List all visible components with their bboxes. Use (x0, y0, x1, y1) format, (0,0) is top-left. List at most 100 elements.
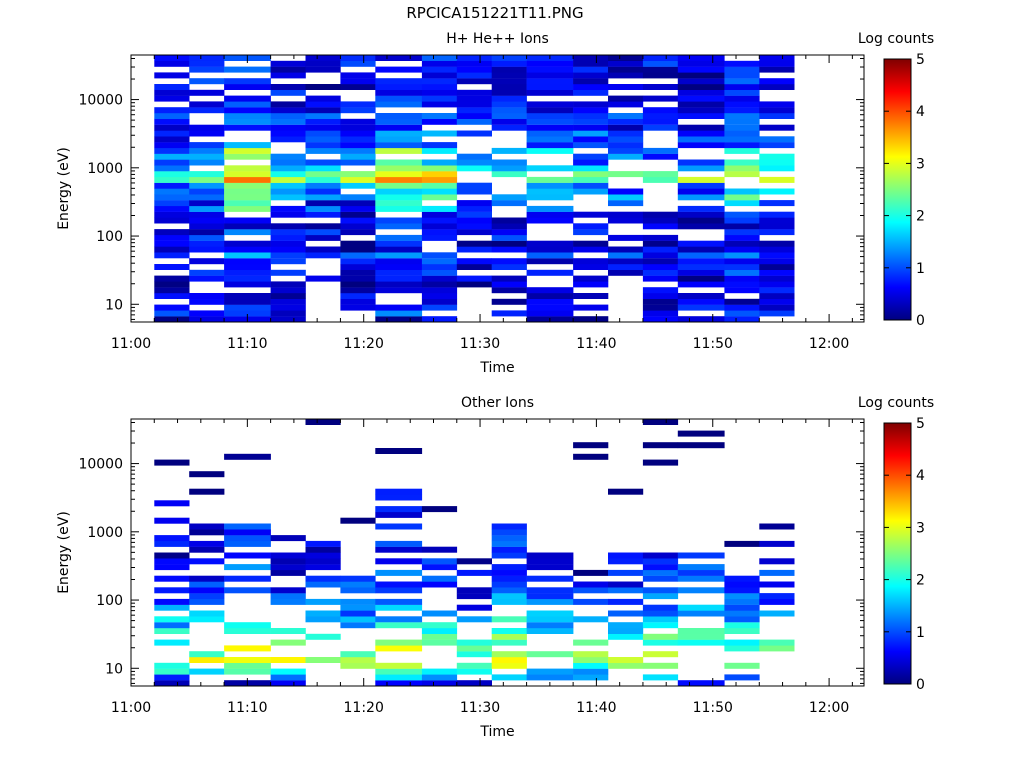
heatmap-cell (456, 258, 492, 265)
heatmap-cell (305, 552, 341, 559)
heatmap-cell (491, 171, 527, 178)
heatmap-cell (421, 287, 458, 294)
heatmap-cell (270, 165, 306, 172)
heatmap-cell (189, 223, 225, 230)
heatmap-cell (375, 604, 423, 611)
heatmap-cell (642, 217, 679, 224)
heatmap-cell (642, 298, 679, 305)
heatmap-cell (491, 194, 527, 201)
heatmap-cell (340, 159, 376, 166)
heatmap-cell (224, 264, 271, 270)
heatmap-cell (759, 310, 795, 317)
heatmap-cell (154, 287, 190, 294)
heatmap-cell (189, 546, 225, 553)
heatmap-cell (677, 442, 725, 449)
heatmap-cell (677, 113, 725, 119)
heatmap-cell (375, 182, 423, 189)
heatmap-cell (375, 101, 423, 108)
heatmap-cell (724, 188, 760, 195)
heatmap-cell (456, 246, 492, 253)
heatmap-cell (573, 275, 609, 282)
heatmap-cell (724, 217, 760, 224)
heatmap-cell (189, 651, 225, 658)
heatmap-cell (375, 188, 423, 195)
heatmap-cell (456, 223, 492, 230)
heatmap-cell (224, 182, 271, 189)
heatmap-cell (224, 118, 271, 125)
heatmap-cell (270, 628, 306, 634)
heatmap-cell (642, 107, 679, 114)
heatmap-cell (270, 60, 306, 67)
heatmap-cell (421, 622, 458, 629)
heatmap-cell (491, 674, 527, 681)
heatmap-cell (642, 564, 679, 571)
heatmap-cell (305, 107, 341, 114)
heatmap-cell (375, 304, 423, 311)
heatmap-cell (724, 142, 760, 149)
heatmap-cell (340, 217, 376, 224)
colorbar-tick-label: 4 (916, 468, 925, 484)
heatmap-cell (421, 223, 458, 230)
heatmap-cell (526, 205, 574, 212)
heatmap-cell (421, 78, 458, 85)
heatmap-cell (154, 107, 190, 114)
heatmap-cell (375, 130, 423, 137)
heatmap-cell (677, 293, 725, 299)
y-tick-label: 10000 (78, 457, 123, 473)
heatmap-cell (154, 217, 190, 224)
heatmap-cell (526, 136, 574, 143)
heatmap-cell (456, 281, 492, 288)
heatmap-cell (340, 610, 376, 617)
heatmap-cell (375, 95, 423, 102)
heatmap-cell (759, 223, 795, 230)
heatmap-cell (491, 66, 527, 73)
heatmap-cell (491, 628, 527, 634)
heatmap-cell (573, 72, 609, 79)
heatmap-cell (189, 153, 225, 160)
heatmap-cell (270, 269, 306, 276)
heatmap-cell (456, 651, 492, 658)
heatmap-cell (724, 240, 760, 247)
heatmap-cell (608, 118, 644, 125)
heatmap-cell (677, 194, 725, 201)
heatmap-cell (724, 107, 760, 114)
heatmap-cell (154, 234, 190, 241)
heatmap-cell (456, 662, 492, 669)
colorbar-label: Log counts (858, 395, 934, 411)
heatmap-cell (421, 275, 458, 282)
heatmap-cell (608, 558, 644, 565)
heatmap-cell (421, 304, 458, 311)
heatmap-cell (375, 89, 423, 96)
heatmap-cell (270, 657, 306, 663)
heatmap-cell (305, 60, 341, 67)
heatmap-cell (340, 78, 376, 85)
colorbar-tick-label: 1 (916, 625, 925, 641)
heatmap-cell (677, 552, 725, 559)
heatmap-cell (642, 287, 679, 294)
heatmap-cell (154, 211, 190, 218)
panel-h-he-ions: 11:00 11:10 11:20 11:30 11:40 11:50 12:0010100… (56, 31, 934, 376)
x-tick-label: 11:50 (693, 700, 733, 716)
heatmap-cell (642, 269, 679, 276)
heatmap-cell (305, 159, 341, 166)
heatmap-cell (573, 165, 609, 172)
heatmap-cell (677, 246, 725, 253)
heatmap-cell (189, 229, 225, 236)
heatmap-cell (189, 55, 225, 61)
heatmap-cell (491, 281, 527, 288)
heatmap-cell (608, 142, 644, 149)
heatmap-cell (224, 529, 271, 536)
heatmap-cell (421, 252, 458, 259)
colorbar-label: Log counts (858, 31, 934, 47)
heatmap-cell (224, 552, 271, 559)
heatmap-cell (189, 581, 225, 588)
heatmap-cell (759, 188, 795, 195)
heatmap-cell (154, 293, 190, 299)
heatmap-cell (456, 680, 492, 687)
heatmap-cell (305, 581, 341, 588)
heatmap-cell (526, 616, 574, 623)
heatmap-cell (189, 234, 225, 241)
heatmap-cell (189, 529, 225, 536)
heatmap-cell (526, 287, 574, 294)
heatmap-cell (375, 546, 423, 553)
